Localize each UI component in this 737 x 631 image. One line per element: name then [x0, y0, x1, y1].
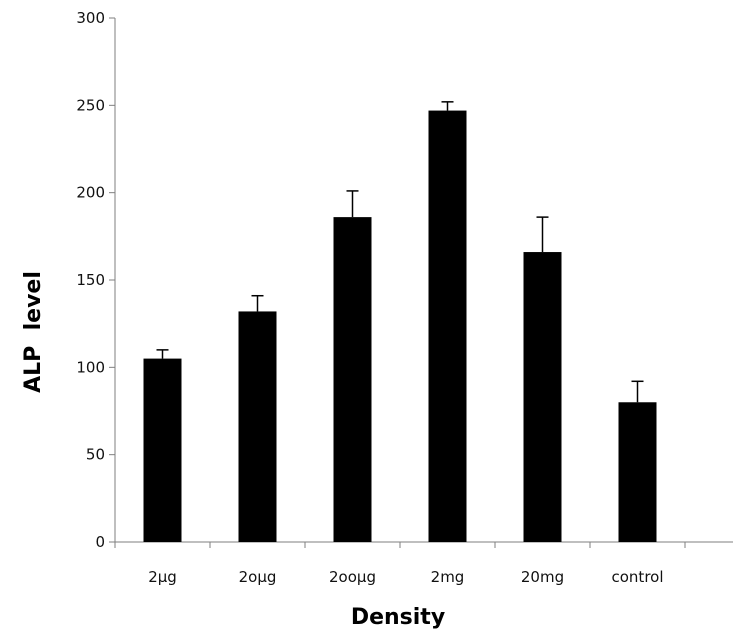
category-label: 20mg	[521, 568, 564, 586]
y-axis: 0 50 100 150 200 250 300	[76, 9, 116, 551]
bar	[143, 358, 182, 542]
y-tick-label: 200	[76, 184, 105, 202]
category-label: 2µg	[148, 568, 177, 586]
error-bars	[156, 101, 644, 403]
category-label: 2ooµg	[329, 568, 376, 586]
bar	[428, 110, 467, 542]
bars	[143, 110, 657, 542]
category-labels: 2µg 2oµg 2ooµg 2mg 20mg control	[148, 568, 663, 586]
bar	[523, 252, 562, 542]
y-axis-title: ALP level	[21, 271, 46, 393]
y-tick-label: 150	[76, 271, 105, 289]
y-tick-label: 50	[86, 446, 105, 464]
category-label: 2oµg	[239, 568, 277, 586]
x-axis	[114, 541, 733, 548]
bar	[333, 217, 372, 542]
y-tick-label: 250	[76, 96, 105, 114]
bar	[618, 402, 657, 542]
x-axis-title: Density	[351, 605, 445, 630]
category-label: control	[612, 568, 664, 586]
category-label: 2mg	[431, 568, 465, 586]
y-tick-label: 100	[76, 358, 105, 376]
y-tick-label: 0	[95, 533, 105, 551]
y-tick-label: 300	[76, 9, 105, 27]
bar	[238, 311, 277, 542]
